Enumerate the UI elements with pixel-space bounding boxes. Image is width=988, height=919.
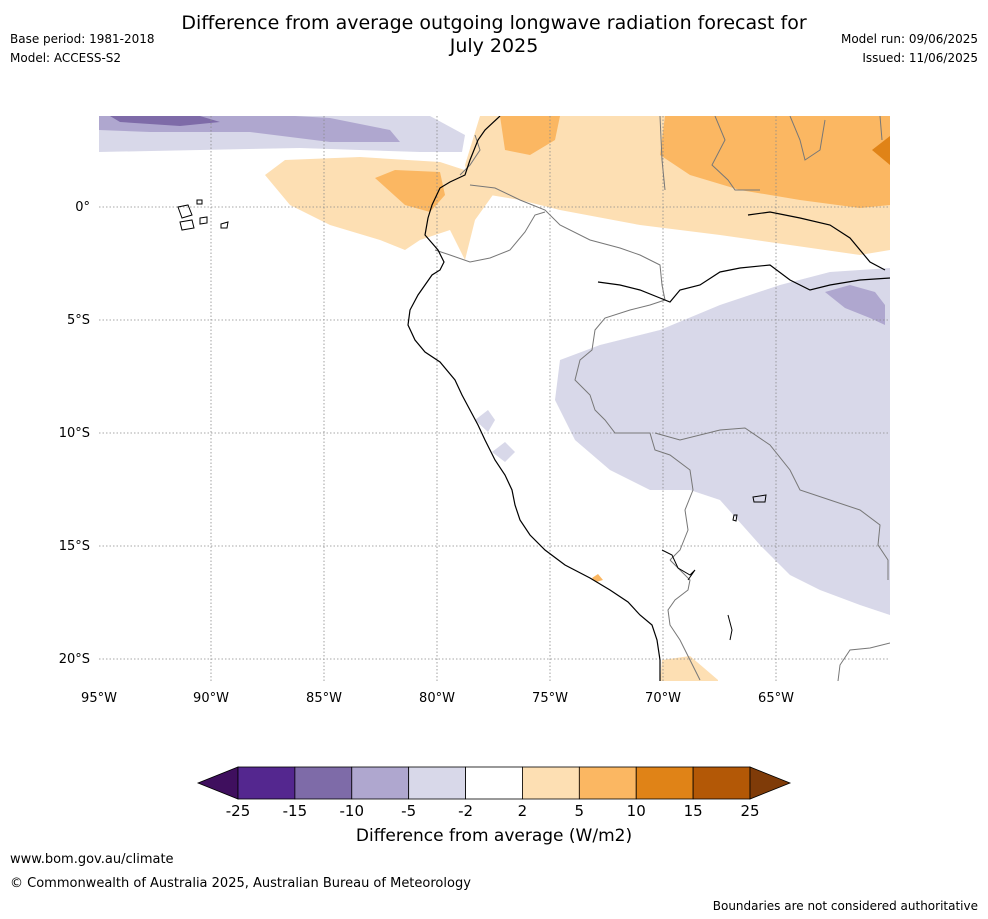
colorbar: -25 -15 -10 -5 -2 2 5 10 15 25 xyxy=(196,766,792,820)
lake-1 xyxy=(732,514,738,522)
colorbar-tick-label: -25 xyxy=(226,802,251,820)
border-north xyxy=(659,116,883,191)
lat-tick-10s: 10°S xyxy=(59,426,90,441)
coastline-amazon xyxy=(597,264,890,303)
border-southeast xyxy=(837,642,890,681)
lon-tick-75w: 75°W xyxy=(532,691,568,706)
colorbar-segment xyxy=(635,766,694,800)
colorbar-tick-label: -15 xyxy=(283,802,308,820)
boundaries xyxy=(177,116,890,681)
border-bolivia-brazil xyxy=(654,427,889,580)
galapagos-3 xyxy=(199,216,208,225)
lake-2 xyxy=(752,494,767,503)
lat-tick-0: 0° xyxy=(75,200,90,215)
galapagos-1 xyxy=(177,204,193,219)
lon-tick-80w: 80°W xyxy=(419,691,455,706)
anomaly-negative-spot-2 xyxy=(492,442,515,462)
model-label: Model: ACCESS-S2 xyxy=(10,51,122,65)
lon-tick-90w: 90°W xyxy=(193,691,229,706)
colorbar-tick-label: 15 xyxy=(684,802,703,820)
colorbar-tick-label: 5 xyxy=(575,802,585,820)
base-period-label: Base period: 1981-2018 xyxy=(10,32,155,46)
lon-tick-95w: 95°W xyxy=(81,691,117,706)
colorbar-segment xyxy=(465,766,523,800)
colorbar-tick-label: -5 xyxy=(401,802,416,820)
colorbar-segment xyxy=(692,766,751,800)
colorbar-segment xyxy=(408,766,466,800)
anomaly-negative-spot-1 xyxy=(475,410,495,432)
anomaly-positive-eq-strong xyxy=(375,170,445,212)
colorbar-extend-low xyxy=(196,766,239,800)
galapagos-2 xyxy=(179,219,195,231)
coastline-pacific xyxy=(407,116,661,681)
footer-note: Boundaries are not considered authoritat… xyxy=(712,899,978,913)
colorbar-segment xyxy=(522,766,580,800)
colorbar-extend-high xyxy=(749,766,792,800)
graticule xyxy=(99,116,890,681)
lon-tick-65w: 65°W xyxy=(758,691,794,706)
anomaly-positive-spot xyxy=(592,574,603,582)
anomaly-positive-ne-strong xyxy=(660,116,890,208)
colorbar-segment xyxy=(578,766,637,800)
title-line-2: July 2025 xyxy=(449,35,539,57)
colorbar-tick-label: 2 xyxy=(518,802,528,820)
colorbar-segment xyxy=(237,766,296,800)
colorbar-label: Difference from average (W/m2) xyxy=(355,826,633,846)
anomaly-positive-ne-core xyxy=(872,136,890,165)
forecast-map: 0° 5°S 10°S 15°S 20°S 95°W 90°W 85°W 80°… xyxy=(59,116,890,820)
colorbar-tick-label: 25 xyxy=(740,802,759,820)
anomaly-negative-east-strong xyxy=(825,285,885,325)
lon-tick-70w: 70°W xyxy=(645,691,681,706)
border-peru-brazil xyxy=(574,299,694,561)
colorbar-segment xyxy=(351,766,410,800)
page-title: Difference from average outgoing longwav… xyxy=(0,12,988,58)
galapagos-4 xyxy=(220,221,229,229)
model-run-label: Model run: 09/06/2025 xyxy=(840,32,978,46)
lat-tick-5s: 5°S xyxy=(67,313,90,328)
title-line-1: Difference from average outgoing longwav… xyxy=(181,12,807,34)
anomaly-negative-nw-core xyxy=(110,116,220,126)
anomaly-positive-n-strong xyxy=(500,116,560,155)
colorbar-tick-label: -2 xyxy=(458,802,473,820)
lake-3 xyxy=(727,614,733,641)
border-colombia-ecuador-peru xyxy=(434,184,666,301)
border-peru-bolivia-chile xyxy=(667,559,701,681)
anomaly-negative-east xyxy=(555,268,890,615)
anomaly-positive-south xyxy=(660,656,718,681)
colorbar-tick-label: -10 xyxy=(340,802,365,820)
issued-label: Issued: 11/06/2025 xyxy=(862,51,978,65)
footer-copyright: © Commonwealth of Australia 2025, Austra… xyxy=(10,876,471,891)
galapagos-5 xyxy=(196,199,203,205)
colorbar-segment xyxy=(294,766,353,800)
coastline-titicaca xyxy=(661,549,696,581)
anomaly-fills xyxy=(99,116,890,681)
coastline-rio-negro xyxy=(747,211,886,271)
footer-url: www.bom.gov.au/climate xyxy=(10,852,174,867)
lon-tick-85w: 85°W xyxy=(306,691,342,706)
lat-tick-20s: 20°S xyxy=(59,652,90,667)
lat-tick-15s: 15°S xyxy=(59,539,90,554)
colorbar-tick-label: 10 xyxy=(627,802,646,820)
